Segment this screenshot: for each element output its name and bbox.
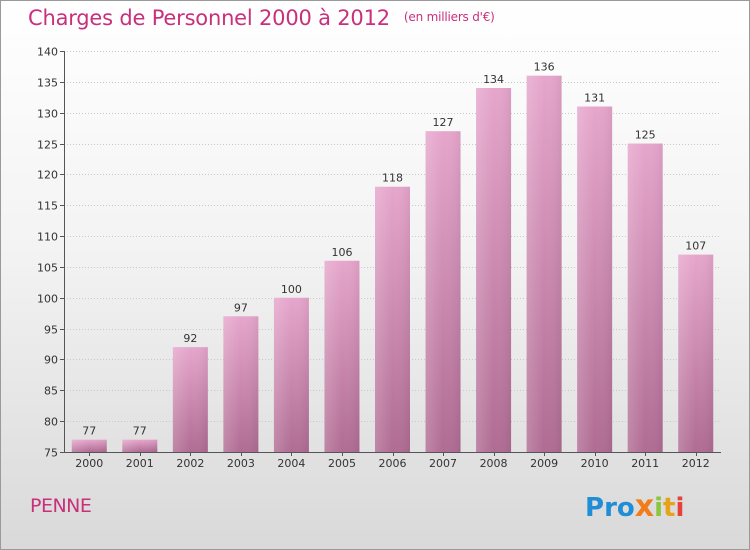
x-tick-label: 2001 [126,457,154,470]
data-label: 92 [183,332,197,345]
bar-highlight [71,439,107,452]
data-label: 134 [483,73,504,86]
y-tick-label: 100 [37,293,58,306]
y-tick-label: 115 [37,200,58,213]
commune-name: PENNE [30,495,92,517]
bar-highlight [375,186,410,452]
x-tick-label: 2008 [480,457,508,470]
proxiti-logo[interactable]: Proxiti [585,489,684,524]
bar-highlight [577,106,613,453]
y-tick-label: 95 [44,324,58,337]
data-label: 97 [234,301,248,314]
logo-letter: i [675,493,685,523]
data-label: 77 [133,425,147,438]
bar-highlight [627,143,663,453]
data-label: 77 [82,425,96,438]
logo-letter: t [663,493,676,523]
bar-highlight [223,316,259,452]
y-tick-label: 90 [44,354,58,367]
x-tick-label: 2006 [379,457,407,470]
x-tick-label: 2000 [75,457,103,470]
data-label: 107 [685,240,706,253]
data-label: 100 [281,283,302,296]
x-tick-label: 2009 [530,457,558,470]
y-tick-label: 75 [44,447,58,460]
x-tick-label: 2010 [581,457,609,470]
axes: 75 80 85 90 95 100 105 110 115 120 125 130 135 140 200… [37,46,721,470]
x-tick-label: 2007 [429,457,457,470]
logo-letter: x [634,489,655,524]
chart-title: Charges de Personnel 2000 à 2012 (en mill… [28,6,495,30]
x-tick-label: 2005 [328,457,356,470]
y-tick-label: 140 [37,46,58,59]
data-label: 125 [635,129,656,142]
bar-highlight [324,260,360,452]
bar-highlight [526,75,562,452]
logo-letter: P [585,493,605,523]
x-tick-label: 2003 [227,457,255,470]
bar-highlight [425,131,461,452]
y-tick-label: 135 [37,77,58,90]
y-tick-label: 125 [37,139,58,152]
data-label: 127 [433,116,454,129]
y-tick-label: 85 [44,385,58,398]
x-tick-label: 2012 [682,457,710,470]
data-label: 106 [331,246,352,259]
data-label: 136 [534,61,555,74]
x-tick-label: 2011 [631,457,659,470]
data-label: 118 [382,172,403,185]
logo-letter: i [654,493,664,523]
chart-title-text: Charges de Personnel 2000 à 2012 [28,6,390,30]
bar-highlight [273,297,309,452]
logo-letter: o [616,493,635,523]
y-tick-label: 105 [37,262,58,275]
bar-highlight [476,88,512,452]
bar-highlight [122,439,158,452]
bars: 77 77 92 97 100 106 118 127 134 136 131 125 107 [71,61,714,453]
y-tick-label: 130 [37,108,58,121]
data-label: 131 [584,92,605,105]
chart-subtitle: (en milliers d'€) [403,10,495,24]
bar-highlight [678,254,714,452]
x-tick-label: 2002 [176,457,204,470]
y-tick-label: 120 [37,169,58,182]
y-tick-label: 80 [44,416,58,429]
bar-highlight [172,347,208,452]
x-tick-label: 2004 [277,457,305,470]
y-tick-label: 110 [37,231,58,244]
logo-letter: r [604,493,617,523]
